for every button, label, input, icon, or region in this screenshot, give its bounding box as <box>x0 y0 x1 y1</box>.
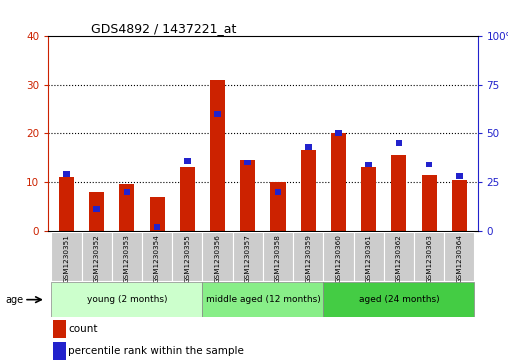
Text: GSM1230355: GSM1230355 <box>184 234 190 283</box>
Bar <box>119 184 135 231</box>
Bar <box>154 224 161 229</box>
Bar <box>202 282 324 317</box>
Text: count: count <box>69 324 98 334</box>
Text: GSM1230358: GSM1230358 <box>275 234 281 283</box>
Bar <box>422 175 437 231</box>
Bar <box>444 232 474 281</box>
Bar <box>81 232 112 281</box>
Text: GSM1230352: GSM1230352 <box>93 234 100 283</box>
Text: age: age <box>6 295 24 305</box>
Bar <box>396 140 402 146</box>
Bar <box>149 196 165 231</box>
Bar <box>52 320 66 338</box>
Bar <box>142 232 172 281</box>
Bar <box>456 173 463 179</box>
Bar <box>184 158 190 163</box>
Bar <box>112 232 142 281</box>
Text: GSM1230360: GSM1230360 <box>335 234 341 283</box>
Bar <box>63 171 70 177</box>
Bar <box>52 342 66 360</box>
Bar <box>51 282 202 317</box>
Bar <box>172 232 202 281</box>
Bar <box>301 150 316 231</box>
Text: young (2 months): young (2 months) <box>86 295 167 304</box>
Bar <box>89 192 104 231</box>
Bar <box>426 162 432 167</box>
Bar <box>293 232 324 281</box>
Text: GDS4892 / 1437221_at: GDS4892 / 1437221_at <box>91 22 237 35</box>
Text: GSM1230353: GSM1230353 <box>124 234 130 283</box>
Text: GSM1230362: GSM1230362 <box>396 234 402 283</box>
Bar <box>414 232 444 281</box>
Bar <box>180 167 195 231</box>
Bar <box>240 160 256 231</box>
Bar <box>452 180 467 231</box>
Text: GSM1230363: GSM1230363 <box>426 234 432 283</box>
Bar <box>233 232 263 281</box>
Text: percentile rank within the sample: percentile rank within the sample <box>69 346 244 356</box>
Bar <box>354 232 384 281</box>
Text: GSM1230361: GSM1230361 <box>366 234 372 283</box>
Bar <box>214 111 221 117</box>
Text: GSM1230351: GSM1230351 <box>64 234 70 283</box>
Bar <box>59 177 74 231</box>
Bar <box>202 232 233 281</box>
Bar <box>331 133 346 231</box>
Text: GSM1230359: GSM1230359 <box>305 234 311 283</box>
Bar <box>391 155 406 231</box>
Text: GSM1230356: GSM1230356 <box>214 234 220 283</box>
Bar <box>123 189 130 195</box>
Text: middle aged (12 months): middle aged (12 months) <box>206 295 320 304</box>
Bar <box>51 232 81 281</box>
Bar <box>210 80 225 231</box>
Bar <box>263 232 293 281</box>
Bar <box>305 144 311 150</box>
Bar <box>324 232 354 281</box>
Text: GSM1230364: GSM1230364 <box>456 234 462 283</box>
Bar <box>365 162 372 167</box>
Bar <box>361 167 376 231</box>
Bar <box>93 206 100 212</box>
Text: GSM1230354: GSM1230354 <box>154 234 160 283</box>
Bar <box>275 189 281 195</box>
Bar <box>244 160 251 166</box>
Bar <box>270 182 285 231</box>
Text: aged (24 months): aged (24 months) <box>359 295 439 304</box>
Text: GSM1230357: GSM1230357 <box>245 234 251 283</box>
Bar <box>384 232 414 281</box>
Bar <box>335 130 342 136</box>
Bar <box>324 282 474 317</box>
